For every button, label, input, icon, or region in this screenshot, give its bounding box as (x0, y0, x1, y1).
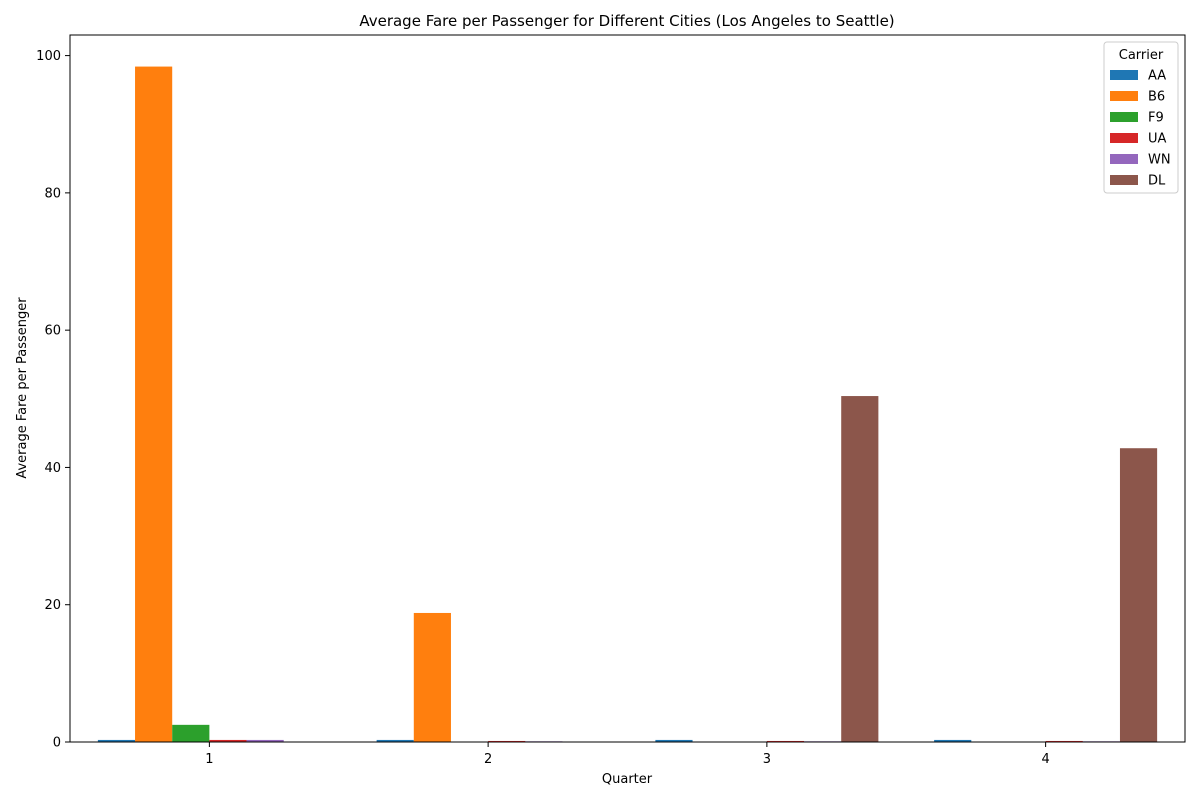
bars-group (97, 66, 1158, 742)
y-tick-label: 0 (53, 736, 61, 751)
legend-label-f9: F9 (1148, 111, 1164, 126)
x-axis-label: Quarter (602, 772, 653, 787)
bar-ua-q3 (766, 740, 805, 742)
x-tick-label: 4 (1041, 752, 1049, 767)
legend-swatch-ua (1110, 133, 1138, 143)
bar-aa-q2 (376, 739, 414, 742)
legend-swatch-wn (1110, 154, 1138, 164)
bar-dl-q3 (841, 396, 879, 742)
legend-label-b6: B6 (1148, 90, 1165, 105)
bar-aa-q4 (934, 739, 972, 742)
y-axis: 0 20 40 60 80 100 (36, 49, 70, 751)
y-tick-label: 40 (44, 461, 61, 476)
y-tick-label: 60 (44, 324, 61, 339)
legend-swatch-f9 (1110, 112, 1138, 122)
bar-wn-q1 (246, 739, 284, 742)
legend-label-wn: WN (1148, 153, 1171, 168)
bar-ua-q2 (488, 740, 526, 742)
bar-aa-q1 (97, 739, 136, 742)
bar-aa-q3 (655, 739, 693, 742)
bar-f9-q1 (172, 724, 210, 742)
legend-swatch-b6 (1110, 91, 1138, 101)
legend-items: AA B6 F9 UA WN DL (1110, 69, 1171, 189)
y-tick-label: 80 (44, 186, 61, 201)
x-tick-label: 2 (484, 752, 492, 767)
y-axis-label: Average Fare per Passenger (15, 297, 30, 479)
legend-title: Carrier (1119, 48, 1164, 63)
bar-b6-q2 (413, 612, 451, 742)
y-tick-label: 100 (36, 49, 61, 64)
legend-swatch-dl (1110, 175, 1138, 185)
x-tick-label: 3 (763, 752, 771, 767)
y-tick-label: 20 (44, 598, 61, 613)
bar-b6-q1 (135, 66, 173, 742)
legend-swatch-aa (1110, 70, 1138, 80)
legend-label-aa: AA (1148, 69, 1166, 84)
chart-title: Average Fare per Passenger for Different… (359, 12, 894, 30)
x-tick-label: 1 (205, 752, 213, 767)
legend-label-dl: DL (1148, 174, 1166, 189)
bar-dl-q4 (1119, 448, 1158, 742)
legend: Carrier AA B6 F9 UA WN DL (1103, 41, 1179, 194)
bar-ua-q4 (1045, 740, 1083, 742)
x-axis: 1 2 3 4 (205, 742, 1050, 767)
bar-ua-q1 (209, 739, 247, 742)
legend-label-ua: UA (1148, 132, 1167, 147)
plot-frame (69, 34, 1186, 743)
